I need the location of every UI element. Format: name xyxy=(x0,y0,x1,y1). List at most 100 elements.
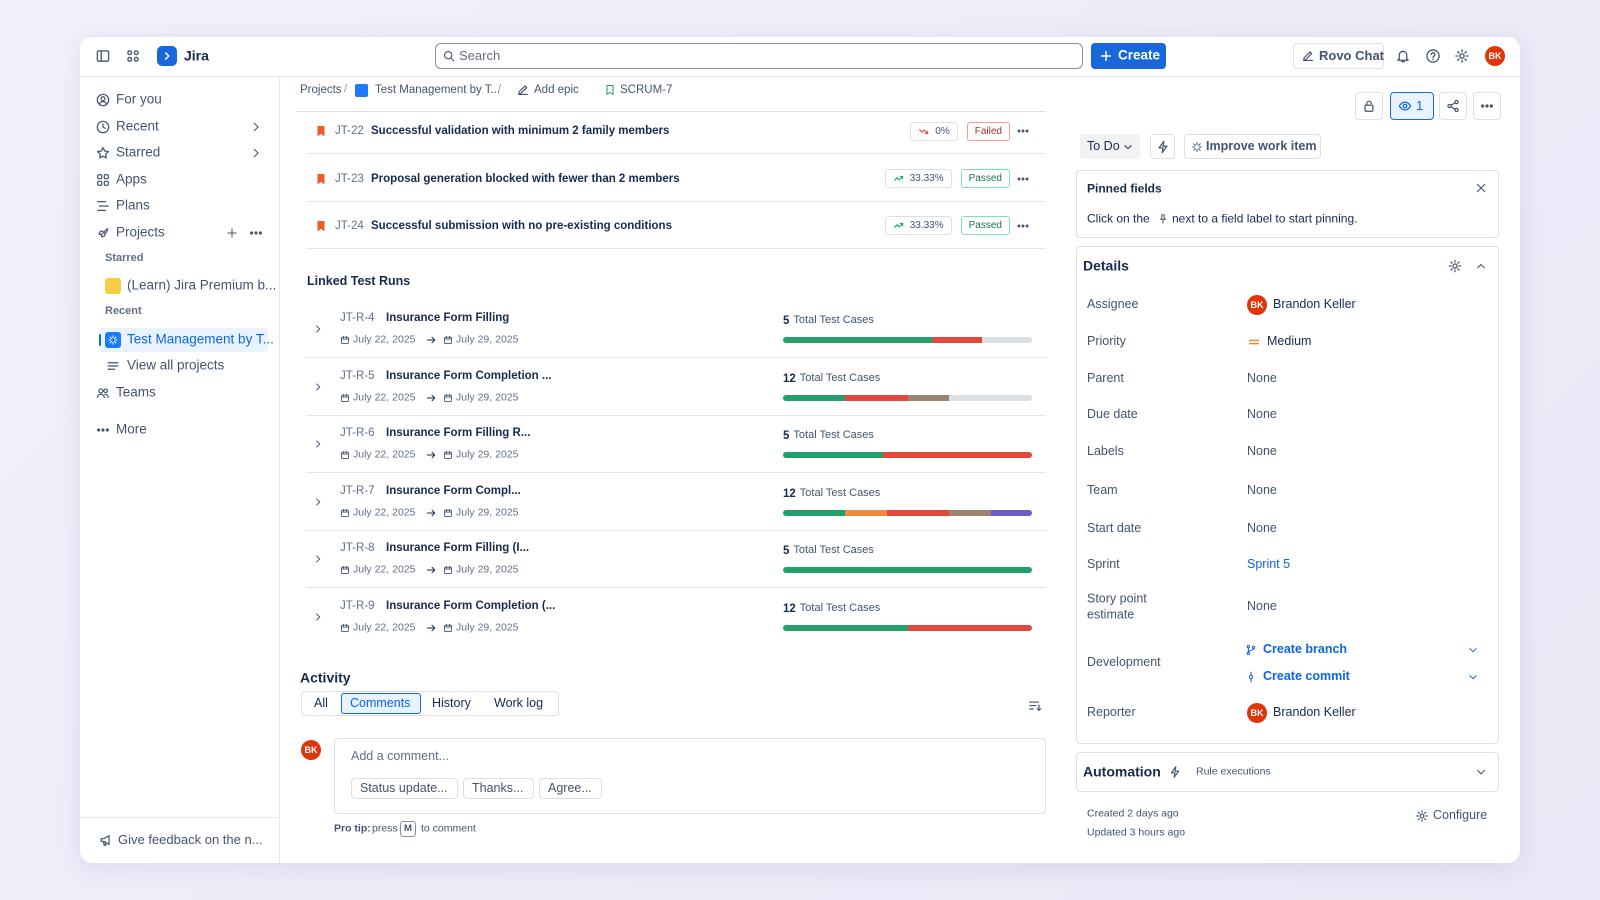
apps-icon[interactable] xyxy=(96,173,110,187)
run-key[interactable]: JT-R-7 xyxy=(340,484,375,497)
bell-icon[interactable] xyxy=(1396,49,1411,64)
feedback-link[interactable]: Give feedback on the n... xyxy=(118,831,263,847)
run-start: July 22, 2025 xyxy=(353,390,416,403)
run-name[interactable]: Insurance Form Filling xyxy=(386,311,510,324)
nav-item[interactable]: Recent xyxy=(116,118,159,134)
expand-icon[interactable] xyxy=(313,439,324,450)
arrow-icon xyxy=(426,624,436,631)
test-title[interactable]: Successful submission with no pre-existi… xyxy=(371,219,672,232)
nav-item[interactable]: More xyxy=(116,421,147,437)
tip: press xyxy=(372,822,398,835)
dev-link[interactable]: Create commit xyxy=(1263,668,1350,683)
toolbar-button[interactable] xyxy=(1355,92,1383,120)
expand-icon[interactable] xyxy=(313,381,324,392)
rovo-chat-button[interactable] xyxy=(1293,43,1384,69)
progress-segment xyxy=(882,452,1032,458)
test-key[interactable]: JT-23 xyxy=(335,172,364,185)
activity-tab[interactable]: Comments xyxy=(350,695,411,710)
field-value[interactable]: Sprint 5 xyxy=(1247,557,1291,572)
run-name[interactable]: Insurance Form Completion ... xyxy=(386,369,552,382)
gear-icon[interactable] xyxy=(1455,49,1470,64)
run-key[interactable]: JT-R-5 xyxy=(340,369,375,382)
nav-item[interactable]: Plans xyxy=(116,197,150,213)
gear-icon[interactable] xyxy=(1448,259,1462,273)
expand-icon[interactable] xyxy=(313,554,324,565)
activity-tab[interactable]: All xyxy=(314,695,328,710)
run-name[interactable]: Insurance Form Completion (... xyxy=(386,599,556,612)
cal-icon xyxy=(341,623,349,632)
toolbar-button[interactable] xyxy=(1473,92,1501,120)
nav-item[interactable]: (Learn) Jira Premium b... xyxy=(127,277,277,293)
cal-icon xyxy=(444,450,452,459)
sort-icon[interactable] xyxy=(1028,699,1042,713)
jira-logo[interactable] xyxy=(157,46,177,66)
breadcrumb[interactable]: Projects xyxy=(300,83,342,96)
run-name[interactable]: Insurance Form Filling (I... xyxy=(386,541,530,554)
dev-link[interactable]: Create branch xyxy=(1263,642,1348,657)
test-pills: 33.33% Passed xyxy=(884,216,1010,236)
watch-button[interactable] xyxy=(1390,92,1434,120)
quick-reply[interactable] xyxy=(463,778,534,799)
run-total: 5 xyxy=(783,429,790,442)
eye-icon xyxy=(1398,101,1412,111)
automation-panel[interactable] xyxy=(1076,752,1499,792)
test-key[interactable]: JT-22 xyxy=(335,124,364,137)
chevU-icon[interactable] xyxy=(1475,260,1487,272)
nav-item[interactable]: Projects xyxy=(116,224,165,240)
search-box[interactable] xyxy=(435,43,1083,69)
more-icon[interactable] xyxy=(1017,172,1030,185)
avatar: BK xyxy=(1247,295,1267,315)
nav-item[interactable]: For you xyxy=(116,91,162,107)
grid-icon[interactable] xyxy=(126,49,141,64)
plans-icon[interactable] xyxy=(96,199,110,213)
expand-icon[interactable] xyxy=(313,611,324,622)
nav-item[interactable]: Test Management by T... xyxy=(127,331,274,347)
panel-icon[interactable] xyxy=(96,49,111,64)
clock-icon[interactable] xyxy=(96,120,110,134)
nav-item[interactable]: Starred xyxy=(116,144,161,160)
automation-button[interactable] xyxy=(1150,134,1175,159)
run-key[interactable]: JT-R-4 xyxy=(340,311,375,324)
breadcrumb[interactable]: Test Management by T... xyxy=(375,83,501,96)
test-key[interactable]: JT-24 xyxy=(335,219,364,232)
test-title[interactable]: Proposal generation blocked with fewer t… xyxy=(371,172,680,185)
configure-link[interactable]: Configure xyxy=(1433,808,1488,823)
run-key[interactable]: JT-R-6 xyxy=(340,426,375,439)
chevD-icon xyxy=(1124,145,1132,150)
activity-tab[interactable]: History xyxy=(432,695,471,710)
jira-logo-mark-icon xyxy=(164,52,170,60)
test-title[interactable]: Successful validation with minimum 2 fam… xyxy=(371,124,670,137)
quick-reply[interactable] xyxy=(351,778,458,799)
comment-box[interactable] xyxy=(334,738,1046,814)
quick-reply[interactable] xyxy=(539,778,602,799)
expand-icon[interactable] xyxy=(313,496,324,507)
run-name[interactable]: Insurance Form Filling R... xyxy=(386,426,531,439)
breadcrumb[interactable]: Add epic xyxy=(534,83,579,96)
rocket-icon[interactable] xyxy=(96,226,110,240)
run-name[interactable]: Insurance Form Compl... xyxy=(386,484,521,497)
close-icon[interactable] xyxy=(1475,182,1488,195)
run-key[interactable]: JT-R-9 xyxy=(340,599,375,612)
nav-item[interactable]: Apps xyxy=(116,171,147,187)
run-end: July 29, 2025 xyxy=(456,390,519,403)
quick-reply-text: Agree... xyxy=(548,780,592,795)
field-value: None xyxy=(1247,444,1277,459)
expand-icon[interactable] xyxy=(313,324,324,335)
plus-icon xyxy=(227,228,237,238)
run-key[interactable]: JT-R-8 xyxy=(340,541,375,554)
nav-item[interactable]: Teams xyxy=(116,384,156,400)
breadcrumb[interactable]: SCRUM-7 xyxy=(620,83,673,96)
chevD-icon xyxy=(1469,674,1477,679)
toolbar-button[interactable] xyxy=(1439,92,1467,120)
activity-tab[interactable]: Work log xyxy=(494,695,544,710)
more-icon[interactable] xyxy=(1017,219,1030,232)
star-icon[interactable] xyxy=(96,146,110,160)
more-icon[interactable] xyxy=(1017,125,1030,138)
help-icon[interactable] xyxy=(1426,49,1441,64)
user-icon[interactable] xyxy=(96,93,110,107)
improve-button[interactable] xyxy=(1184,134,1321,159)
progress-segment xyxy=(783,624,908,631)
trend-pill-text: 0% xyxy=(935,125,950,137)
nav-item[interactable]: View all projects xyxy=(127,357,225,373)
